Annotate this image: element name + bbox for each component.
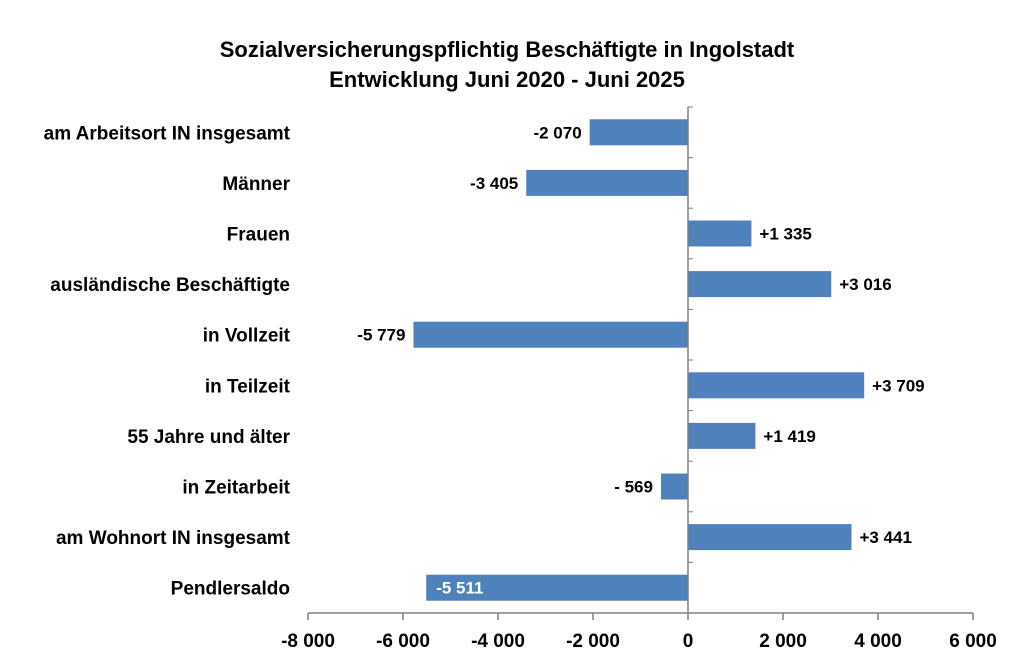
- data-label: +3 441: [859, 528, 911, 547]
- data-label: -5 511: [436, 579, 483, 598]
- x-tick-label: 6 000: [949, 631, 997, 652]
- bar: [688, 220, 752, 247]
- bar: [589, 119, 688, 146]
- x-axis: -8 000 -6 000 -4 000 -2 000 0 2 000 4 000 6 000: [281, 106, 997, 652]
- bar: [688, 271, 832, 298]
- data-label: +3 709: [872, 376, 924, 395]
- data-label: +1 335: [759, 225, 811, 244]
- x-tick-label: 2 000: [759, 631, 807, 652]
- bar: [660, 473, 688, 500]
- category-label: in Vollzeit: [203, 326, 291, 347]
- bar: [413, 321, 688, 348]
- category-label: in Teilzeit: [205, 376, 291, 397]
- category-label: Pendlersaldo: [171, 579, 290, 600]
- x-tick-label: -8 000: [281, 631, 335, 652]
- category-label: ausländische Beschäftigte: [50, 275, 290, 296]
- category-label: am Wohnort IN insgesamt: [56, 528, 291, 549]
- data-label: +1 419: [763, 427, 815, 446]
- data-label: +3 016: [839, 275, 891, 294]
- category-label: Männer: [222, 174, 290, 195]
- data-label: - 569: [614, 478, 653, 497]
- data-label: -5 779: [357, 326, 405, 345]
- bar: [688, 422, 756, 449]
- category-label: Frauen: [227, 225, 290, 246]
- bar: [526, 169, 688, 196]
- x-tick-label: -4 000: [471, 631, 525, 652]
- bars-group: am Arbeitsort IN insgesamt -2 070 Männer -3…: [44, 119, 925, 601]
- category-label: in Zeitarbeit: [182, 478, 290, 499]
- chart-subtitle: Entwicklung Juni 2020 - Juni 2025: [329, 67, 685, 92]
- category-label: 55 Jahre und älter: [127, 427, 290, 448]
- data-label: -3 405: [470, 174, 518, 193]
- x-tick-label: -2 000: [566, 631, 620, 652]
- data-label: -2 070: [533, 123, 581, 142]
- chart-title: Sozialversicherungspflichtig Beschäftigt…: [220, 37, 795, 62]
- x-tick-label: 0: [683, 631, 694, 652]
- bar: [688, 372, 865, 399]
- bar: [688, 524, 852, 551]
- x-tick-label: -6 000: [376, 631, 430, 652]
- x-tick-label: 4 000: [854, 631, 902, 652]
- category-label: am Arbeitsort IN insgesamt: [44, 123, 291, 144]
- bar: [426, 574, 688, 601]
